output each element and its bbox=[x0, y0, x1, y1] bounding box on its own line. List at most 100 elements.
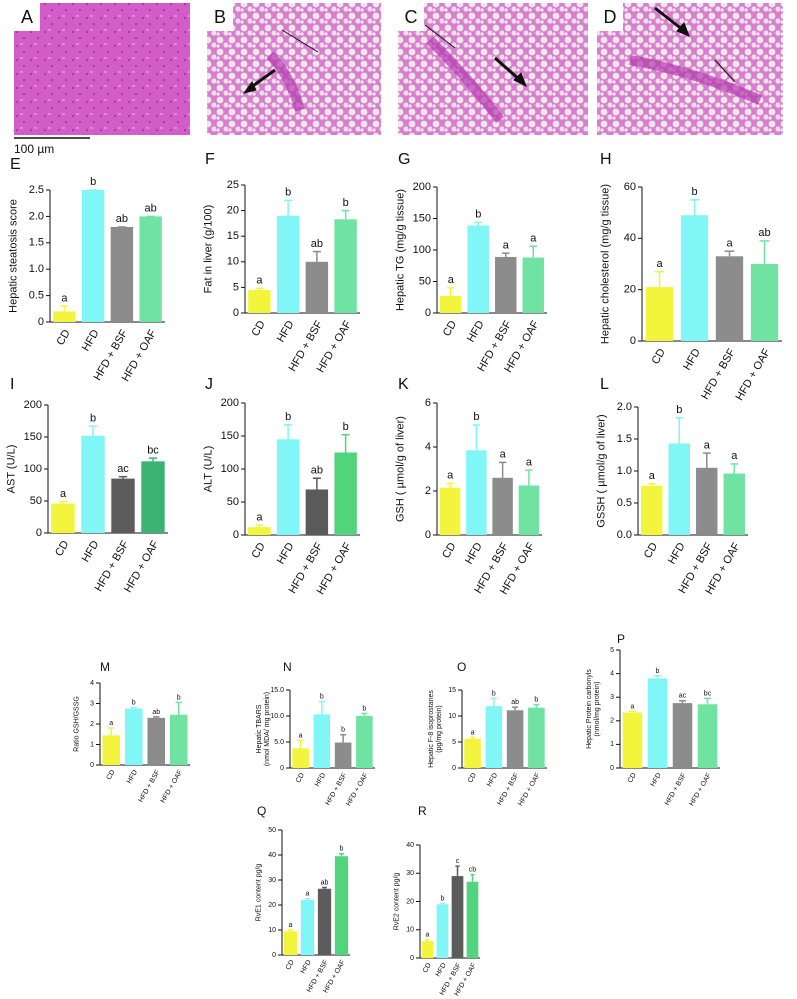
significance-letter: a bbox=[109, 720, 113, 727]
significance-letter: ab bbox=[152, 709, 160, 716]
y-tick-label: 25 bbox=[227, 179, 239, 191]
bar bbox=[313, 714, 331, 768]
x-tick-label: HFD bbox=[681, 347, 703, 373]
y-tick-label: 10 bbox=[406, 927, 414, 934]
y-axis-label: Hepatic Protein carbonyls bbox=[586, 669, 593, 749]
significance-letter: a bbox=[60, 488, 67, 500]
y-tick-label: 100 bbox=[413, 244, 431, 256]
significance-letter: b bbox=[475, 208, 481, 220]
y-tick-label: 50 bbox=[419, 275, 431, 287]
significance-letter: a bbox=[503, 239, 510, 251]
x-tick-label: CD bbox=[54, 328, 72, 348]
significance-letter: b bbox=[441, 895, 445, 902]
significance-letter: b bbox=[132, 700, 136, 707]
significance-letter: b bbox=[285, 187, 291, 199]
bar bbox=[451, 876, 464, 958]
x-tick-label: CD bbox=[285, 959, 296, 971]
y-tick-label: 15 bbox=[227, 230, 239, 242]
bar bbox=[715, 256, 744, 341]
y-tick-label: 0.0 bbox=[617, 529, 632, 541]
y-tick-label: 1 bbox=[610, 741, 614, 748]
bar-chart: E 0 0.5 1.0 1.5 2.0 2.5 Hepatic steatosis score… bbox=[8, 156, 165, 384]
x-tick-label: HFD bbox=[465, 319, 487, 345]
significance-letter: a bbox=[426, 932, 430, 939]
significance-letter: b bbox=[343, 421, 349, 433]
y-tick-label: 0 bbox=[36, 527, 42, 539]
y-tick-label: 1.5 bbox=[29, 237, 44, 249]
significance-letter: cb bbox=[469, 867, 477, 874]
bar bbox=[467, 225, 489, 313]
significance-letter: a bbox=[631, 703, 635, 710]
significance-letter: a bbox=[526, 456, 533, 468]
x-tick-label: HFD + BSF bbox=[324, 772, 348, 807]
y-tick-label: 40 bbox=[268, 852, 276, 859]
bar bbox=[436, 904, 449, 958]
y-axis-label: Hepatic steatosis score bbox=[8, 199, 20, 313]
panel-label: D bbox=[604, 7, 617, 27]
x-tick-label: CD bbox=[440, 541, 458, 561]
bar bbox=[622, 712, 643, 768]
significance-letter: b bbox=[343, 197, 349, 209]
y-tick-label: 50 bbox=[30, 495, 42, 507]
x-tick-label: HFD bbox=[463, 541, 485, 567]
y-tick-label: 20 bbox=[406, 898, 414, 905]
y-tick-label: 40 bbox=[624, 232, 636, 244]
significance-letter: b bbox=[362, 705, 366, 712]
bar bbox=[169, 714, 188, 765]
y-tick-label: 2 bbox=[610, 718, 614, 725]
y-tick-label: 0.5 bbox=[617, 497, 632, 509]
bar bbox=[495, 256, 517, 313]
bar bbox=[750, 264, 779, 341]
bar-chart: L 0.0 0.5 1.0 1.5 2.0 GSSH ( µmol/g of liver) a… bbox=[596, 376, 748, 597]
y-tick-label: 0 bbox=[452, 765, 456, 772]
bar bbox=[723, 473, 745, 535]
y-tick-label: 200 bbox=[413, 181, 431, 193]
y-tick-label: 30 bbox=[406, 870, 414, 877]
y-axis-label: Hepatic TG (mg/g tissue) bbox=[395, 189, 407, 311]
significance-letter: a bbox=[306, 891, 310, 898]
x-tick-label: CD bbox=[650, 347, 668, 367]
bar bbox=[485, 706, 503, 768]
significance-letter: a bbox=[289, 922, 293, 929]
bar bbox=[672, 703, 693, 768]
y-tick-label: 50 bbox=[268, 827, 276, 834]
significance-letter: ab bbox=[511, 699, 519, 706]
significance-letter: b bbox=[177, 694, 181, 701]
panel-label: M bbox=[100, 660, 110, 674]
bar bbox=[81, 435, 105, 533]
y-tick-label: 1.5 bbox=[617, 433, 632, 445]
y-tick-label: 60 bbox=[624, 181, 636, 193]
bar bbox=[292, 748, 309, 768]
bar bbox=[276, 439, 300, 535]
y-tick-label: 30 bbox=[268, 877, 276, 884]
x-tick-label: CD bbox=[106, 769, 117, 781]
x-tick-label: HFD bbox=[275, 319, 297, 345]
x-tick-label: HFD + OAF bbox=[517, 772, 541, 807]
y-tick-label: 10 bbox=[448, 713, 456, 720]
significance-letter: b bbox=[340, 846, 344, 853]
y-axis-label: GSH ( µmol/g of liver) bbox=[395, 416, 407, 522]
x-tick-label: HFD + OAF bbox=[734, 347, 773, 403]
bar bbox=[248, 527, 271, 535]
y-axis-label: GSSH ( µmol/g of liver) bbox=[596, 414, 608, 527]
x-tick-label: HFD bbox=[435, 962, 448, 978]
bar bbox=[317, 888, 332, 955]
bar bbox=[356, 716, 373, 768]
bar bbox=[81, 190, 105, 322]
bar bbox=[51, 503, 75, 533]
bar bbox=[124, 708, 143, 765]
significance-letter: a bbox=[471, 729, 475, 736]
panel-label: Q bbox=[257, 804, 266, 818]
significance-letter: a bbox=[726, 237, 733, 249]
panel-label: I bbox=[10, 376, 14, 393]
bar-chart: H 0 20 40 60 Hepatic cholesterol (mg/g tissue… bbox=[600, 151, 782, 403]
bar bbox=[697, 704, 718, 768]
y-tick-label: 2 bbox=[90, 721, 94, 728]
bar bbox=[334, 856, 349, 955]
x-tick-label: HFD bbox=[314, 772, 327, 788]
y-tick-label: 0 bbox=[425, 307, 431, 319]
bar bbox=[668, 443, 690, 535]
significance-letter: ab bbox=[116, 213, 128, 225]
bar bbox=[248, 289, 271, 313]
